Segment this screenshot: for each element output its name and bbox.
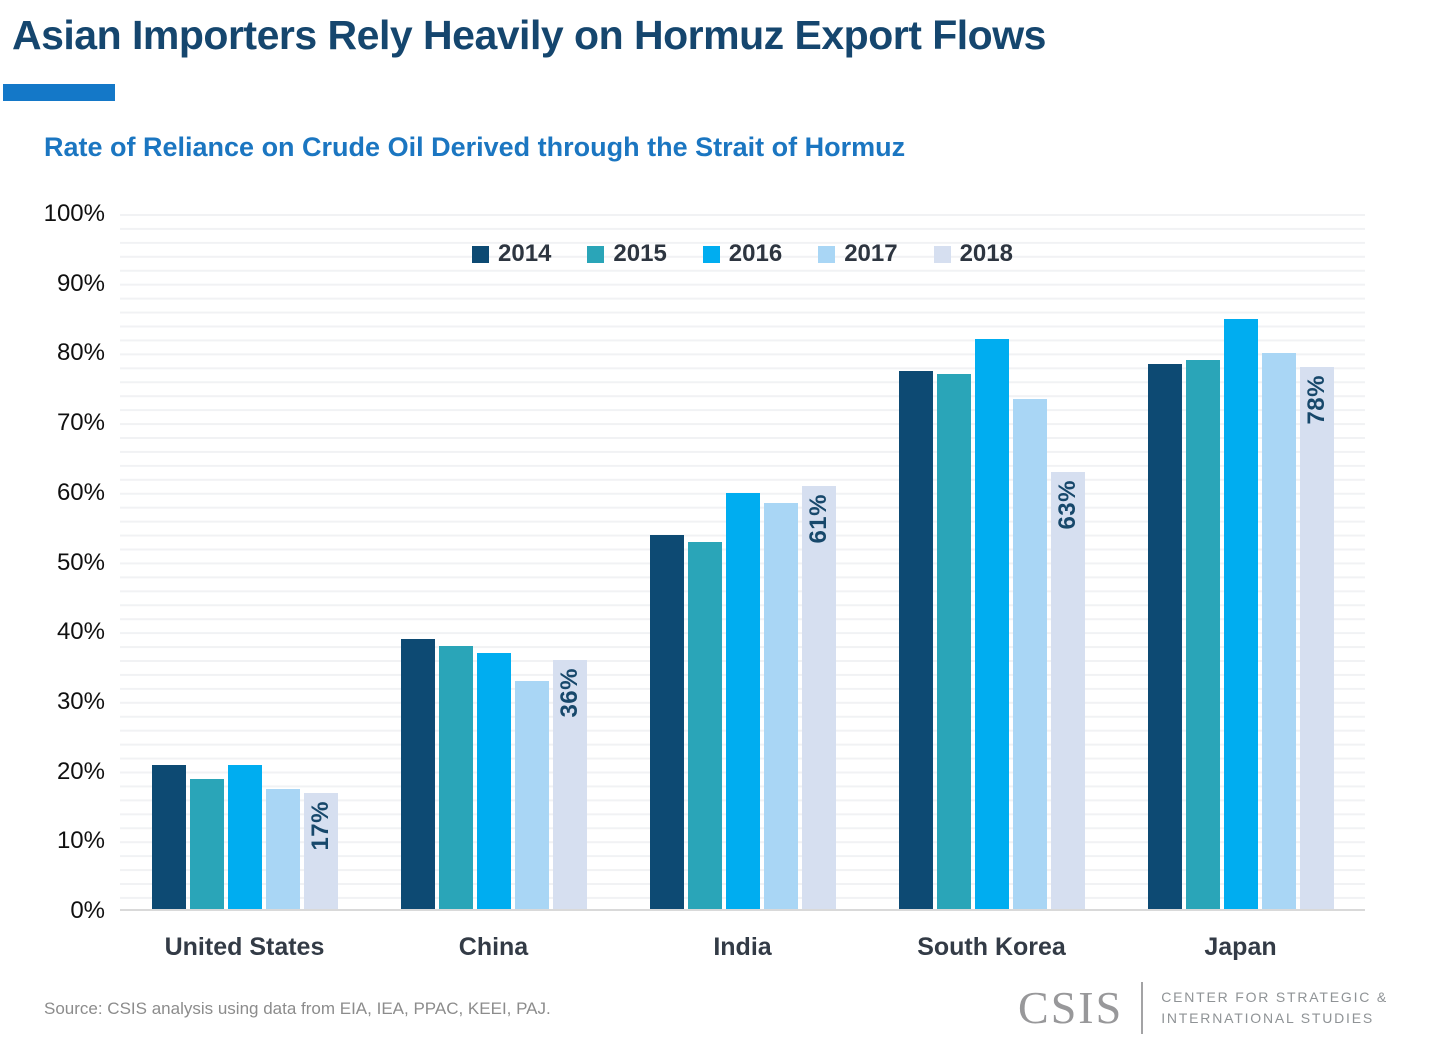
- bar-2017: [514, 681, 549, 911]
- bar-2016: [1223, 318, 1258, 911]
- bar-value-text: 36%: [555, 668, 583, 718]
- bar-2014: [649, 534, 684, 911]
- legend-item-2016: 2016: [702, 240, 783, 268]
- bar-2014: [151, 764, 186, 911]
- y-axis-tick-label: 90%: [56, 269, 105, 297]
- bar-value-text: 63%: [1053, 479, 1081, 530]
- y-axis-tick-label: 80%: [56, 339, 105, 367]
- bar-2014: [400, 639, 435, 911]
- y-axis-tick-label: 10%: [56, 827, 105, 855]
- bar-2018: 61%: [801, 485, 836, 911]
- y-axis-tick-label: 0%: [70, 897, 105, 924]
- bar-value-text: 61%: [804, 493, 832, 544]
- category-label: India: [713, 933, 772, 961]
- logo-divider: [1141, 982, 1144, 1034]
- chart-title: Rate of Reliance on Crude Oil Derived th…: [44, 132, 906, 162]
- legend-item-2014: 2014: [472, 240, 551, 268]
- x-axis-line: [120, 909, 1365, 911]
- bar-2016: [476, 653, 511, 911]
- bar-group-india: 61%: [618, 214, 867, 911]
- y-axis-tick-label: 40%: [56, 618, 105, 646]
- csis-wordmark: CSIS: [1018, 982, 1124, 1033]
- bar-2015: [936, 374, 971, 911]
- legend: 2014 2015 2016 2017 2018: [120, 240, 1365, 268]
- title-accent-bar: [3, 84, 115, 101]
- bar-group-china: 36%: [369, 214, 618, 911]
- source-note: Source: CSIS analysis using data from EI…: [44, 999, 551, 1018]
- bar-2015: [1185, 360, 1220, 911]
- page-title: Asian Importers Rely Heavily on Hormuz E…: [12, 12, 1046, 58]
- bar-chart: 17% 36% 61% 63% 78% 2014 2015 2016 2017 2018 Uni…: [0, 200, 1430, 974]
- bar-2015: [438, 646, 473, 911]
- bar-2018: 17%: [303, 792, 338, 911]
- bar-group-south-korea: 63%: [867, 214, 1116, 911]
- bar-2017: [1012, 398, 1047, 911]
- y-axis-tick-label: 60%: [56, 478, 105, 506]
- bar-value-label: 61%: [802, 494, 836, 544]
- category-label: United States: [164, 933, 325, 961]
- category-label: Japan: [1204, 933, 1277, 961]
- legend-item-2018: 2018: [933, 240, 1013, 268]
- plot-area: 17% 36% 61% 63% 78%: [120, 214, 1365, 911]
- bar-2018: 36%: [552, 660, 587, 911]
- bar-value-label: 17%: [304, 801, 338, 851]
- logo-caption-line1: CENTER FOR STRATEGIC &: [1161, 989, 1388, 1005]
- bar-value-text: 17%: [306, 800, 334, 851]
- bar-group-united-states: 17%: [120, 214, 369, 911]
- y-axis-tick-label: 30%: [56, 687, 105, 715]
- category-label: South Korea: [917, 933, 1066, 961]
- legend-swatch-icon: [818, 245, 836, 263]
- y-axis-tick-label: 100%: [43, 200, 105, 227]
- bar-value-text: 78%: [1302, 375, 1330, 425]
- bar-2015: [687, 541, 722, 911]
- y-axis-tick-label: 20%: [56, 757, 105, 785]
- logo-caption: CENTER FOR STRATEGIC & INTERNATIONAL STU…: [1161, 987, 1388, 1029]
- bar-2018: 78%: [1299, 367, 1334, 911]
- legend-label: 2017: [844, 240, 898, 267]
- y-axis-tick-label: 50%: [56, 548, 105, 576]
- bar-2017: [1261, 353, 1296, 911]
- bar-2018: 63%: [1050, 471, 1085, 911]
- legend-swatch-icon: [472, 245, 490, 263]
- y-axis-tick-label: 70%: [56, 409, 105, 437]
- legend-label: 2014: [498, 240, 552, 267]
- csis-logo: CSIS CENTER FOR STRATEGIC & INTERNATIONA…: [1018, 982, 1388, 1034]
- legend-label: 2016: [728, 240, 783, 267]
- bar-value-label: 78%: [1300, 375, 1334, 425]
- bar-2015: [189, 778, 224, 911]
- bar-2017: [265, 789, 300, 911]
- bar-2016: [725, 492, 760, 911]
- bar-2016: [227, 764, 262, 911]
- category-label: China: [458, 933, 529, 961]
- bar-value-label: 36%: [553, 668, 587, 718]
- legend-swatch-icon: [702, 245, 720, 263]
- legend-item-2015: 2015: [587, 240, 667, 268]
- legend-swatch-icon: [587, 245, 605, 263]
- logo-caption-line2: INTERNATIONAL STUDIES: [1161, 1010, 1375, 1026]
- legend-swatch-icon: [933, 245, 951, 263]
- bar-group-japan: 78%: [1116, 214, 1365, 911]
- bar-2014: [1147, 363, 1182, 911]
- legend-item-2017: 2017: [818, 240, 898, 268]
- x-axis-labels: United States China India South Korea Japan: [120, 933, 1365, 962]
- legend-label: 2018: [959, 240, 1013, 267]
- bar-2014: [898, 370, 933, 911]
- bar-value-label: 63%: [1051, 480, 1085, 530]
- bar-2016: [974, 339, 1009, 911]
- bar-2017: [763, 503, 798, 911]
- legend-label: 2015: [613, 240, 667, 267]
